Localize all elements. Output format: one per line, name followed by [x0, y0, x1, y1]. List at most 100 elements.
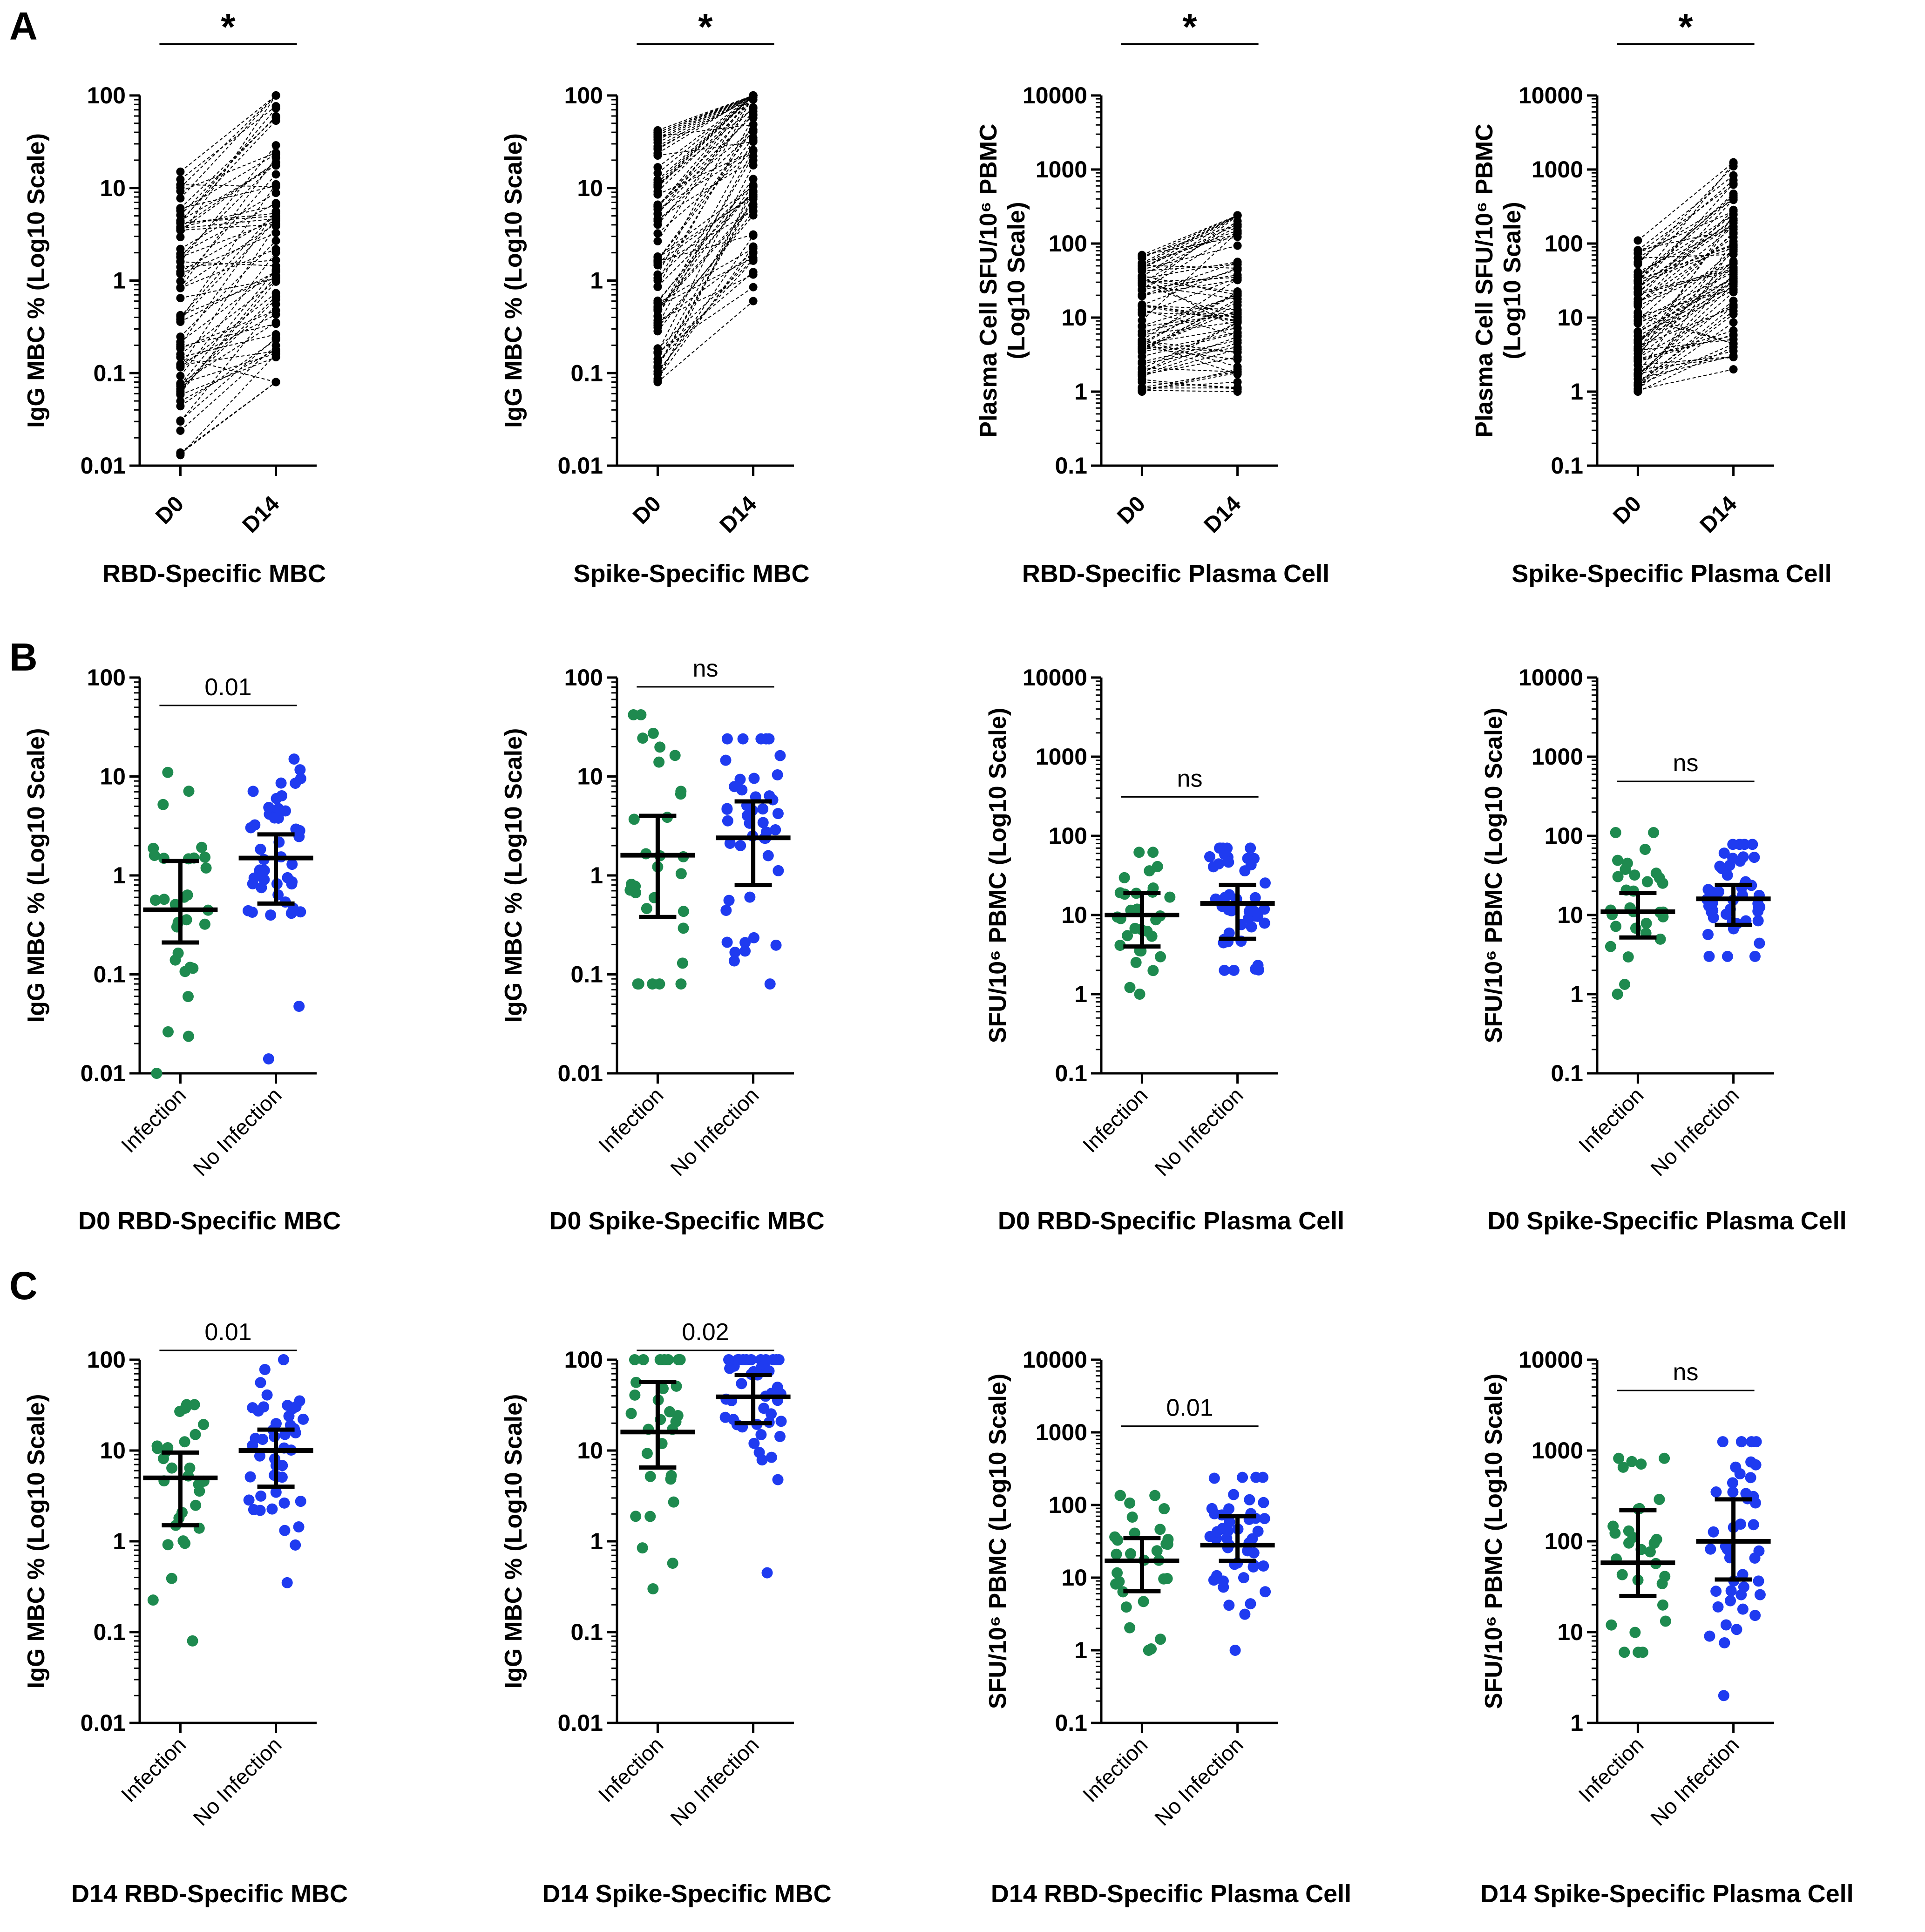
- d14-point: [1233, 220, 1242, 229]
- data-point: [771, 1354, 782, 1365]
- y-tick-label: 0.1: [1551, 1060, 1583, 1086]
- d14-point: [1233, 271, 1242, 279]
- paired-line: [657, 194, 754, 264]
- d0-point: [653, 229, 662, 238]
- d14-point: [271, 148, 280, 157]
- y-axis-label: Plasma Cell SFU/10⁶ PBMC: [1471, 123, 1498, 437]
- data-point: [1220, 891, 1231, 903]
- x-category-label: D14: [715, 491, 762, 538]
- d14-point: [271, 273, 280, 282]
- d14-point: [271, 199, 280, 208]
- paired-line: [657, 149, 754, 210]
- data-point: [288, 753, 300, 765]
- paired-line: [657, 99, 754, 192]
- d0-point: [653, 215, 662, 224]
- data-point: [721, 936, 733, 948]
- paired-line: [657, 95, 754, 275]
- d14-point: [1729, 353, 1738, 361]
- data-point: [1228, 1489, 1240, 1500]
- paired-line: [1638, 247, 1734, 284]
- y-tick-label: 10000: [1518, 82, 1583, 108]
- d14-point: [1729, 162, 1738, 171]
- paired-line: [657, 95, 754, 154]
- data-point: [772, 1382, 783, 1393]
- d0-point: [176, 449, 185, 458]
- d14-point: [271, 341, 280, 350]
- data-point: [1727, 1486, 1739, 1498]
- y-tick-label: 0.1: [1055, 1710, 1087, 1736]
- y-tick-label: 1000: [1036, 1419, 1087, 1445]
- panel-title: Spike-Specific MBC: [573, 560, 809, 588]
- data-point: [1245, 1598, 1256, 1610]
- paired-line: [1142, 264, 1238, 269]
- paired-line: [1638, 339, 1734, 351]
- paired-line: [1142, 312, 1238, 317]
- data-point: [1159, 1503, 1170, 1514]
- paired-line: [1142, 236, 1238, 256]
- data-point: [664, 1406, 676, 1417]
- data-point: [286, 859, 298, 870]
- paired-line: [657, 137, 754, 261]
- paired-line: [1637, 232, 1734, 322]
- paired-line: [657, 95, 754, 143]
- y-tick-label: 0.01: [81, 1710, 126, 1736]
- paired-line: [180, 162, 277, 231]
- paired-line: [180, 381, 277, 453]
- d0-point: [176, 187, 185, 196]
- y-tick-label: 100: [87, 82, 126, 108]
- d0-point: [653, 323, 662, 332]
- data-point: [1114, 887, 1126, 899]
- d14-point: [1729, 285, 1738, 294]
- paired-line: [180, 353, 277, 456]
- data-point: [748, 932, 759, 943]
- x-category-label: No Infection: [1150, 1732, 1247, 1830]
- paired-line: [1142, 280, 1238, 292]
- paired-line: [1637, 313, 1734, 386]
- data-point: [1704, 1630, 1715, 1642]
- y-tick-label: 10: [1557, 902, 1583, 928]
- y-tick-label: 100: [564, 664, 603, 691]
- x-category-label: Infection: [1574, 1083, 1648, 1157]
- paired-line: [1637, 278, 1734, 333]
- y-tick-label: 1: [1570, 379, 1583, 405]
- paired-line: [1637, 210, 1734, 254]
- data-point: [1722, 950, 1733, 962]
- y-tick-label: 10: [100, 1437, 126, 1464]
- y-tick-label: 1000: [1036, 156, 1087, 183]
- group-no-infection-points: [1704, 1436, 1766, 1702]
- x-category-label: No Infection: [665, 1083, 763, 1180]
- data-point: [1217, 1523, 1228, 1534]
- data-point: [1125, 1548, 1136, 1559]
- data-point: [1616, 1569, 1628, 1580]
- data-point: [1720, 1619, 1732, 1631]
- y-axis-label: IgG MBC % (Log10 Scale): [23, 728, 50, 1023]
- data-point: [678, 922, 689, 934]
- data-point: [629, 1354, 640, 1365]
- data-point: [1657, 877, 1668, 889]
- d0-point: [176, 244, 185, 253]
- data-point: [658, 1354, 670, 1365]
- panel-title: D14 RBD-Specific Plasma Cell: [991, 1880, 1351, 1908]
- data-point: [628, 709, 639, 721]
- data-point: [748, 773, 760, 784]
- d14-point: [1729, 318, 1738, 327]
- paired-line: [657, 271, 754, 353]
- paired-line: [657, 95, 754, 207]
- d14-point: [271, 116, 280, 125]
- data-point: [182, 889, 193, 901]
- paired-line: [180, 162, 277, 257]
- panel-title: RBD-Specific Plasma Cell: [1022, 560, 1329, 588]
- d0-point: [1138, 271, 1146, 280]
- x-category-label: No Infection: [1150, 1083, 1247, 1180]
- paired-line: [1142, 277, 1238, 283]
- y-axis-label: SFU/10⁶ PBMC (Log10 Scale): [984, 708, 1011, 1043]
- data-point: [258, 874, 270, 886]
- paired-line: [180, 278, 276, 299]
- y-tick-label: 10: [577, 1437, 603, 1464]
- paired-line: [1638, 262, 1734, 302]
- data-point: [1627, 1532, 1639, 1543]
- d0-point: [1138, 338, 1146, 347]
- data-point: [1122, 930, 1133, 942]
- d14-point: [271, 318, 280, 327]
- data-point: [1259, 1513, 1270, 1525]
